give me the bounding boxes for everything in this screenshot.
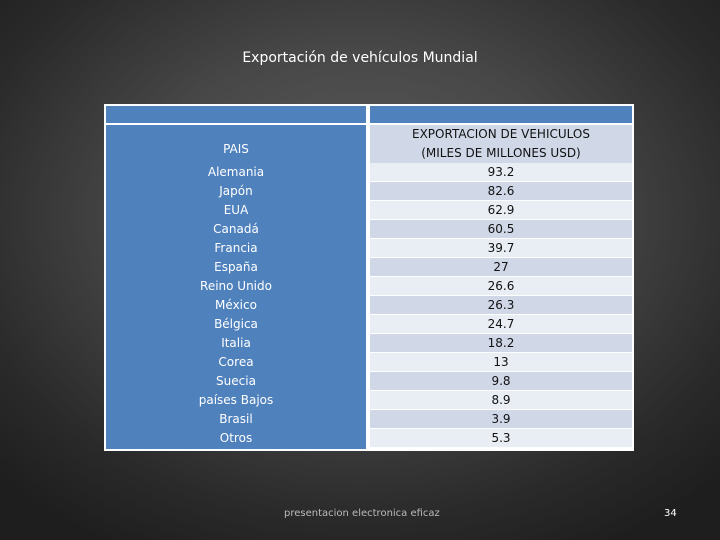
country-cell: España [214,260,258,274]
value-cell: 5.3 [491,431,511,445]
value-cell: 62.9 [487,203,515,217]
value-cell: 3.9 [491,412,511,426]
value-cell: 9.8 [491,374,511,388]
country-cell: Suecia [216,374,256,388]
value-row-background [370,315,632,333]
value-row-background [370,353,632,371]
value-cell: 8.9 [491,393,511,407]
country-cell: Corea [218,355,254,369]
table-top-header-left [106,106,366,123]
value-row-background [370,220,632,238]
value-cell: 39.7 [487,241,515,255]
value-cell: 18.2 [487,336,515,350]
value-row-background [370,239,632,257]
country-cell: Otros [219,431,253,445]
value-row-background [370,277,632,295]
value-header-line2: (MILES DE MILLONES USD) [421,146,581,160]
value-cell: 26.6 [487,279,515,293]
value-cell: 13 [493,355,509,369]
country-cell: países Bajos [198,393,274,407]
country-cell: EUA [223,203,249,217]
export-table: PAIS Alemania Japón EUA Canadá Francia España… [104,104,634,451]
value-cell: 27 [493,260,509,274]
value-row-background [370,429,632,447]
country-cell: Alemania [207,165,265,179]
country-column: PAIS Alemania Japón EUA Canadá Francia España… [106,125,366,449]
country-cell: Canadá [213,222,259,236]
country-cell: Japón [219,184,253,198]
value-row-background [370,372,632,390]
table-top-header-right [370,106,632,123]
slide-title: Exportación de vehículos Mundial [242,50,478,66]
country-cell: Brasil [219,412,253,426]
value-row-background [370,410,632,428]
country-column-header: PAIS [223,142,249,156]
value-row-background [370,391,632,409]
country-cell: México [215,298,257,312]
page-number: 34 [664,508,677,519]
value-row-background [370,163,632,181]
value-row-background [370,334,632,352]
country-cell: Reino Unido [200,279,272,293]
footer-text: presentacion electronica eficaz [284,508,440,519]
value-cell: 93.2 [487,165,515,179]
value-column: EXPORTACION DE VEHICULOS (MILES DE MILLO… [370,125,632,449]
value-row-background [370,258,632,276]
value-column-header: EXPORTACION DE VEHICULOS (MILES DE MILLO… [370,125,632,163]
value-cell: 60.5 [487,222,515,236]
country-cell: Bélgica [214,317,258,331]
country-cell: Italia [221,336,251,350]
value-cell: 24.7 [487,317,515,331]
value-cell: 26.3 [487,298,515,312]
value-row-background [370,201,632,219]
country-cell: Francia [214,241,258,255]
value-row-background [370,182,632,200]
value-cell: 82.6 [487,184,515,198]
value-row-background [370,296,632,314]
value-header-line1: EXPORTACION DE VEHICULOS [412,127,590,141]
